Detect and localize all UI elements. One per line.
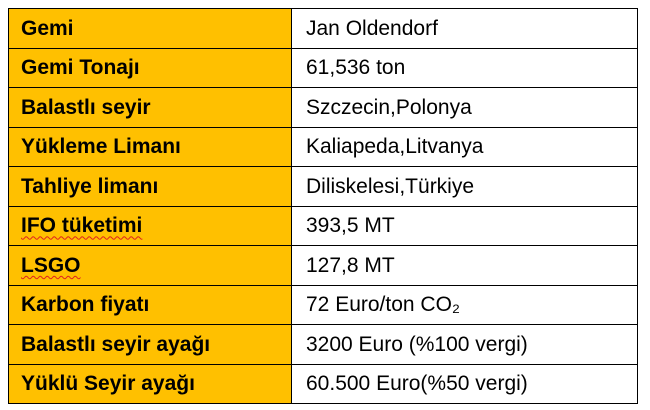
label-cell: Gemi [8,8,292,49]
value-cell: 61,536 ton [291,47,638,88]
table-row: Karbon fiyatı 72 Euro/ton CO₂ [8,284,638,325]
cell-text: Diliskelesi,Türkiye [306,174,475,198]
label-cell: Balastlı seyir [8,87,292,128]
value-cell: Diliskelesi,Türkiye [291,166,638,207]
label-cell: Yükleme Limanı [8,126,292,167]
label-cell: Tahliye limanı [8,166,292,207]
value-cell: 3200 Euro (%100 vergi) [291,324,638,365]
cell-text: Kaliapeda,Litvanya [306,135,484,159]
cell-text: Tahliye limanı [21,174,159,198]
label-cell: IFO tüketimi [8,205,292,246]
table-row: Balastlı seyir ayağı 3200 Euro (%100 verg… [8,324,638,365]
cell-text: Karbon fiyatı [21,293,150,317]
value-cell: 72 Euro/ton CO₂ [291,284,638,325]
table-row: Gemi Jan Oldendorf [8,8,638,49]
cell-text: Gemi [21,16,74,40]
label-cell: LSGO [8,245,292,286]
table-row: Yüklü Seyir ayağı 60.500 Euro(%50 vergi) [8,363,638,404]
table-row: Balastlı seyir Szczecin,Polonya [8,87,638,128]
value-cell: Kaliapeda,Litvanya [291,126,638,167]
value-cell: 127,8 MT [291,245,638,286]
value-cell: 393,5 MT [291,205,638,246]
cell-text: Szczecin,Polonya [306,95,472,119]
table-row: IFO tüketimi 393,5 MT [8,205,638,246]
cell-text: Balastlı seyir ayağı [21,332,211,356]
cell-text: 61,536 ton [306,56,406,80]
value-cell: Jan Oldendorf [291,8,638,49]
table-row: LSGO 127,8 MT [8,245,638,286]
value-cell: Szczecin,Polonya [291,87,638,128]
table-body: Gemi Jan Oldendorf Gemi Tonajı 61,536 ton Ba… [8,8,638,404]
table-row: Tahliye limanı Diliskelesi,Türkiye [8,166,638,207]
cell-text: 72 Euro/ton CO₂ [306,293,461,317]
cell-text: Yükleme Limanı [21,135,181,159]
cell-text: IFO tüketimi [21,214,143,238]
cell-text: 60.500 Euro(%50 vergi) [306,372,528,396]
cell-text: LSGO [21,253,81,277]
cell-text: 127,8 MT [306,253,395,277]
cell-text: Balastlı seyir [21,95,151,119]
label-cell: Karbon fiyatı [8,284,292,325]
label-cell: Gemi Tonajı [8,47,292,88]
cell-text: 393,5 MT [306,214,395,238]
table-row: Gemi Tonajı 61,536 ton [8,47,638,88]
table-row: Yükleme Limanı Kaliapeda,Litvanya [8,126,638,167]
cell-text: Yüklü Seyir ayağı [21,372,195,396]
cell-text: Gemi Tonajı [21,56,140,80]
value-cell: 60.500 Euro(%50 vergi) [291,363,638,404]
cell-text: 3200 Euro (%100 vergi) [306,332,528,356]
label-cell: Balastlı seyir ayağı [8,324,292,365]
info-table: Gemi Jan Oldendorf Gemi Tonajı 61,536 ton Ba… [8,8,638,404]
cell-text: Jan Oldendorf [306,16,438,40]
label-cell: Yüklü Seyir ayağı [8,363,292,404]
